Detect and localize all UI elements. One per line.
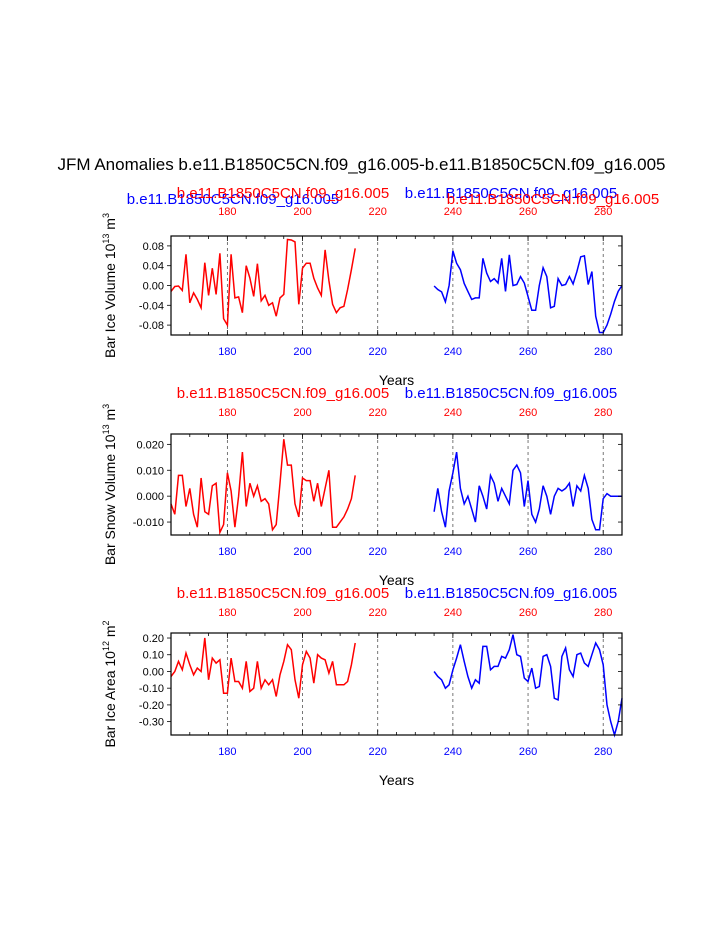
y-tick-label: -0.20 [139,700,164,712]
x-tick-label-top: 260 [519,607,537,619]
x-axis-label: Years [379,572,414,588]
x-tick-label-bottom: 200 [293,546,311,558]
x-tick-label-top: 200 [293,607,311,619]
x-tick-label-bottom: 280 [594,346,612,358]
x-tick-label-top: 240 [444,206,462,218]
y-axis-label: Bar Snow Volume 1013 m3 [101,404,118,565]
x-tick-label-bottom: 180 [218,346,236,358]
x-tick-label-top: 180 [218,206,236,218]
plot-frame [170,235,623,336]
chart-panel-3: 180 180 200 200 220 220 240 240 260 260 280 280 0.20… [101,585,623,788]
y-axis-label: Bar Ice Volume 1013 m3 [101,213,118,358]
series-line-run1 [170,637,356,699]
y-tick-label: -0.04 [139,300,164,312]
run-label-red: b.e11.B1850C5CN.f09_g16.005 [177,385,389,402]
series-line-run2 [433,634,623,738]
run-label-blue: b.e11.B1850C5CN.f09_g16.005 [405,385,617,402]
x-tick-label-top: 260 [519,206,537,218]
y-axis-label: Bar Ice Area 1012 m2 [101,620,118,747]
series-line-run1 [170,238,356,328]
x-tick-label-bottom: 260 [519,546,537,558]
y-tick-label: 0.00 [143,666,164,678]
series-line-run2 [433,250,623,334]
y-tick-label: 0.08 [143,241,164,253]
series-line-run2 [433,451,622,531]
y-tick-label: 0.020 [136,439,164,451]
x-tick-label-top: 280 [594,607,612,619]
y-tick-label: -0.010 [133,517,164,529]
x-tick-label-top: 220 [369,407,387,419]
y-tick-label: 0.000 [136,491,164,503]
run-label-blue-right: b.e11.B1850C5CN.f09_g16.005 [405,185,617,202]
x-tick-label-bottom: 260 [519,746,537,758]
y-tick-label: 0.010 [136,465,164,477]
x-tick-label-bottom: 220 [369,746,387,758]
chart-title: JFM Anomalies b.e11.B1850C5CN.f09_g16.00… [57,155,666,174]
x-tick-label-bottom: 220 [369,546,387,558]
x-tick-label-bottom: 180 [218,746,236,758]
x-tick-label-bottom: 220 [369,346,387,358]
run-label-red: b.e11.B1850C5CN.f09_g16.005 [177,585,389,602]
x-tick-label-top: 180 [218,607,236,619]
chart-panel-2: 180 180 200 200 220 220 240 240 260 260 280 280 0.02… [101,385,623,588]
x-tick-label-bottom: 200 [293,346,311,358]
y-tick-label: 0.04 [143,261,164,273]
y-tick-label: 0.00 [143,281,164,293]
x-tick-label-top: 200 [293,407,311,419]
x-tick-label-top: 280 [594,206,612,218]
run-label-blue: b.e11.B1850C5CN.f09_g16.005 [405,585,617,602]
plot-frame [170,433,623,536]
y-tick-label: 0.10 [143,650,164,662]
x-tick-label-top: 200 [293,206,311,218]
x-tick-label-top: 220 [369,607,387,619]
x-tick-label-bottom: 280 [594,746,612,758]
run-label-red-left: b.e11.B1850C5CN.f09_g16.005 [177,185,389,202]
x-tick-label-bottom: 180 [218,546,236,558]
plot-frame [170,632,623,736]
chart-panel-1: 180 180 200 200 220 220 240 240 260 260 280 280 0.08… [101,185,659,388]
y-tick-label: -0.08 [139,320,164,332]
x-tick-label-bottom: 240 [444,346,462,358]
run-label-blue-left: b.e11.B1850C5CN.f09_g16.005 [127,191,339,208]
x-tick-label-top: 240 [444,607,462,619]
x-tick-label-bottom: 260 [519,346,537,358]
y-tick-label: -0.30 [139,717,164,729]
x-axis-label: Years [379,772,414,788]
x-tick-label-top: 260 [519,407,537,419]
y-tick-label: 0.20 [143,633,164,645]
y-tick-label: -0.10 [139,683,164,695]
x-tick-label-bottom: 280 [594,546,612,558]
x-tick-label-bottom: 240 [444,746,462,758]
x-axis-label: Years [379,372,414,388]
x-tick-label-top: 280 [594,407,612,419]
x-tick-label-top: 180 [218,407,236,419]
x-tick-label-bottom: 240 [444,546,462,558]
x-tick-label-bottom: 200 [293,746,311,758]
series-line-run1 [170,439,356,536]
x-tick-label-top: 240 [444,407,462,419]
run-label-red-right: b.e11.B1850C5CN.f09_g16.005 [447,191,659,208]
x-tick-label-top: 220 [369,206,387,218]
